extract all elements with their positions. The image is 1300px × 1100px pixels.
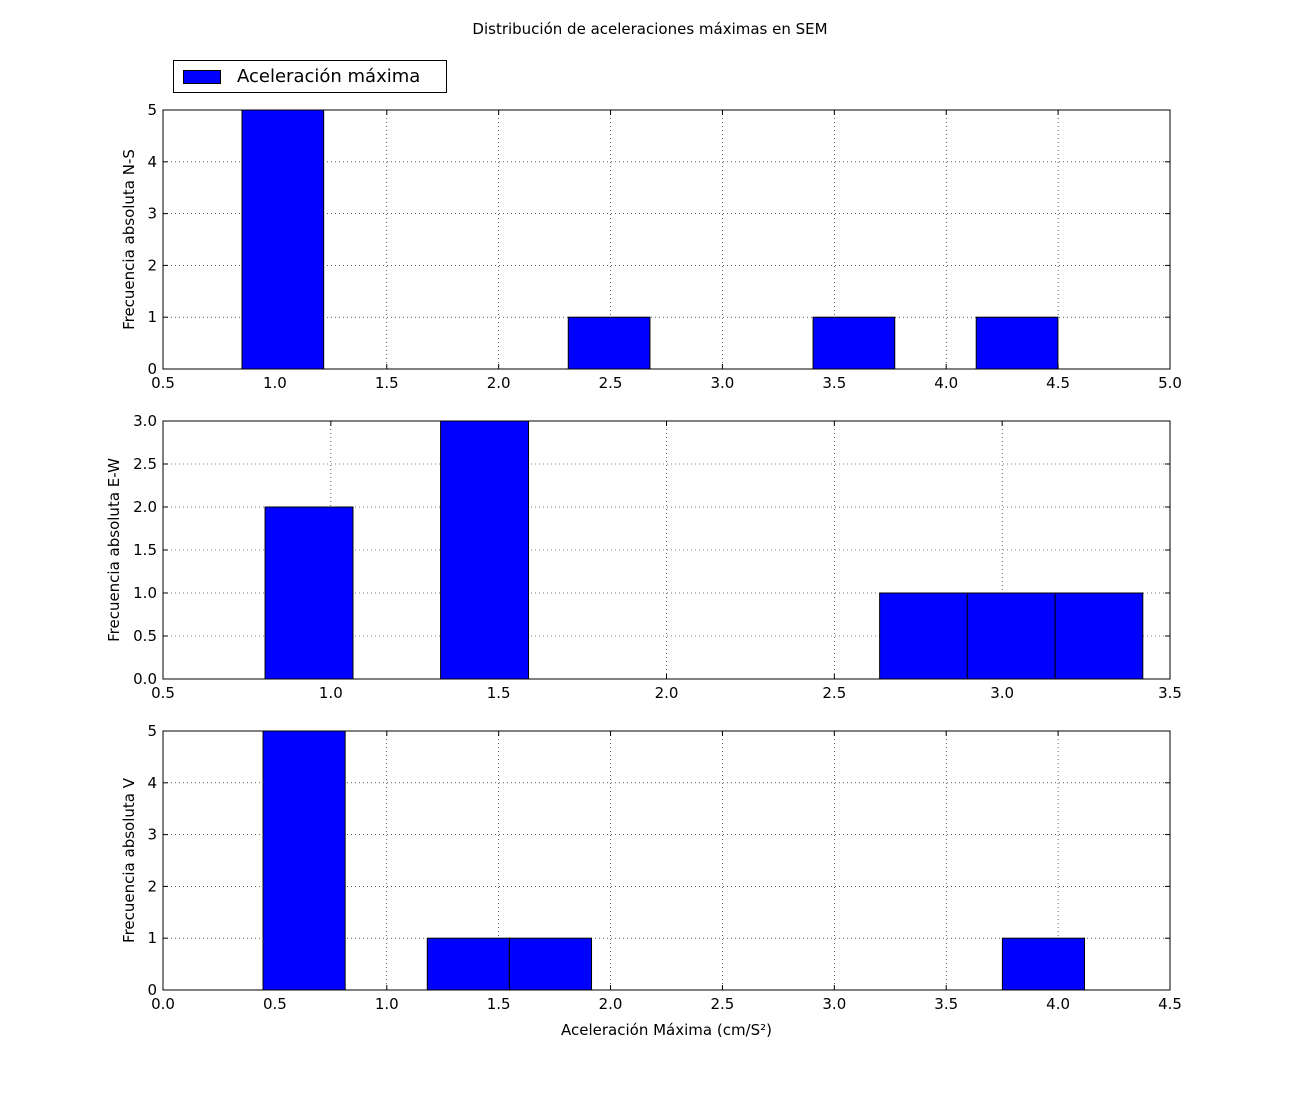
histogram-bar [508, 937, 593, 991]
y-tick-label: 2.5 [133, 455, 157, 473]
y-tick-label: 5 [147, 101, 157, 119]
y-tick-label: 2.0 [133, 498, 157, 516]
histogram-bar [966, 592, 1056, 680]
figure-title: Distribución de aceleraciones máximas en… [472, 20, 828, 38]
x-tick-label: 0.5 [151, 684, 175, 702]
y-tick-label: 2 [147, 256, 157, 274]
x-tick-label: 3.0 [990, 684, 1014, 702]
x-tick-label: 0.5 [263, 995, 287, 1013]
y-tick-label: 3.0 [133, 412, 157, 430]
y-tick-label: 3 [147, 205, 157, 223]
histogram-bar [567, 316, 651, 370]
x-tick-label: 3.5 [1158, 684, 1182, 702]
y-tick-label: 0 [147, 981, 157, 999]
y-axis-label: Frecuencia absoluta V [120, 777, 138, 943]
x-tick-label: 2.0 [655, 684, 679, 702]
y-tick-label: 0.0 [133, 670, 157, 688]
x-tick-label: 3.0 [822, 995, 846, 1013]
subplot-3: 0.0 0.5 1.0 1.5 2.0 2.5 3.0 3.5 4.0 4.5 0 1 2 3 4 5 Frec… [120, 722, 1182, 1039]
y-tick-label: 0 [147, 360, 157, 378]
x-tick-label: 1.0 [375, 995, 399, 1013]
x-tick-label: 5.0 [1158, 374, 1182, 392]
x-tick-label: 2.5 [822, 684, 846, 702]
x-tick-label: 0.5 [151, 374, 175, 392]
y-tick-label: 3 [147, 826, 157, 844]
y-axis-label: Frecuencia absoluta E-W [105, 458, 123, 642]
x-tick-label: 1.5 [487, 995, 511, 1013]
legend-label: Aceleración máxima [237, 66, 421, 87]
x-tick-label: 1.5 [375, 374, 399, 392]
x-tick-label: 3.5 [822, 374, 846, 392]
y-tick-label: 1.5 [133, 541, 157, 559]
histogram-bar [1001, 937, 1086, 991]
x-tick-label: 1.0 [263, 374, 287, 392]
x-axis-label: Aceleración Máxima (cm/S²) [561, 1021, 772, 1039]
y-tick-label: 0.5 [133, 627, 157, 645]
x-tick-label: 3.5 [934, 995, 958, 1013]
y-tick-label: 1 [147, 308, 157, 326]
x-tick-label: 1.5 [487, 684, 511, 702]
histogram-bar [975, 316, 1059, 370]
histogram-bar [440, 420, 530, 680]
y-tick-label: 5 [147, 722, 157, 740]
y-tick-label: 4 [147, 153, 157, 171]
histogram-bar [1054, 592, 1144, 680]
x-tick-label: 3.0 [711, 374, 735, 392]
histogram-bar [812, 316, 896, 370]
axes-frame [162, 109, 1171, 370]
x-tick-label: 4.5 [1158, 995, 1182, 1013]
x-tick-label: 1.0 [319, 684, 343, 702]
y-tick-label: 4 [147, 774, 157, 792]
y-axis-label: Frecuencia absoluta N-S [120, 149, 138, 330]
legend-swatch [183, 70, 221, 84]
legend: Aceleración máxima [173, 60, 447, 93]
x-tick-label: 2.0 [599, 995, 623, 1013]
histogram-bar [264, 506, 354, 680]
y-tick-label: 1.0 [133, 584, 157, 602]
axes-frame [162, 420, 1171, 680]
x-tick-label: 2.5 [599, 374, 623, 392]
y-tick-label: 1 [147, 929, 157, 947]
x-tick-label: 2.5 [711, 995, 735, 1013]
histogram-bar [262, 730, 346, 991]
y-tick-label: 2 [147, 877, 157, 895]
x-tick-label: 0.0 [151, 995, 175, 1013]
subplot-2: 0.5 1.0 1.5 2.0 2.5 3.0 3.50.00.51.01.52.02.53… [105, 412, 1182, 702]
axes-frame [162, 730, 1171, 991]
subplot-1: 0.5 1.0 1.5 2.0 2.5 3.0 3.5 4.0 4.5 5.0 0 1 2 3 4 5 Frec… [120, 101, 1182, 392]
x-tick-label: 4.0 [1046, 995, 1070, 1013]
x-tick-label: 2.0 [487, 374, 511, 392]
x-tick-label: 4.5 [1046, 374, 1070, 392]
x-tick-label: 4.0 [934, 374, 958, 392]
histogram-bar [426, 937, 510, 991]
histogram-bar [879, 592, 968, 680]
histogram-bar [241, 109, 325, 370]
